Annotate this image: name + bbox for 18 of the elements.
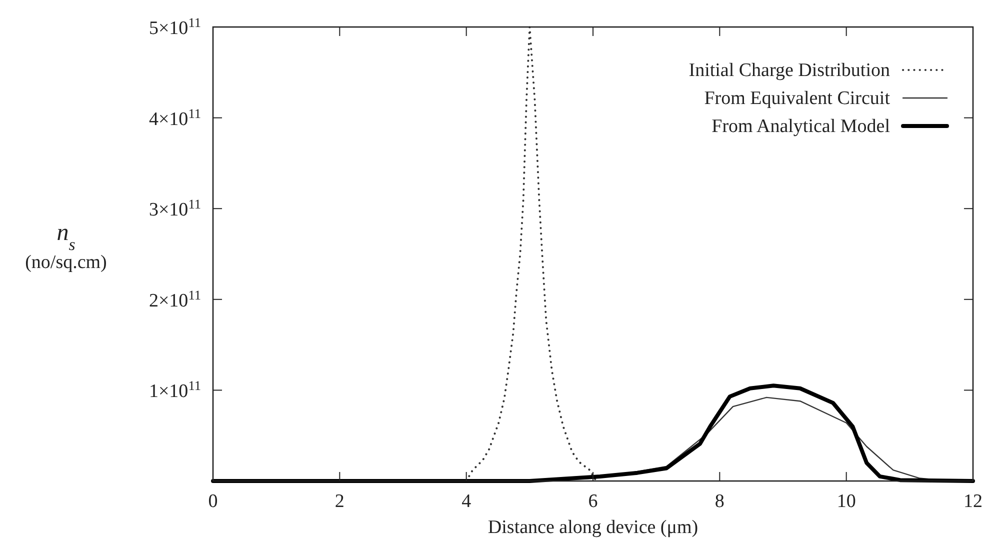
y-tick-label: 3×10$^{11}$ [148,196,201,221]
x-tick-label: 12 [964,491,982,512]
x-tick-label: 4 [462,491,472,512]
y-tick-label: 1×10$^{11}$ [148,378,201,402]
x-tick-label: 10 [836,491,856,512]
legend-label: Initial Charge Distribution [688,60,890,81]
line-series [465,26,598,482]
legend-label: From Analytical Model [712,116,890,137]
y-axis-title: n$_{s}$ (no/sq.cm) [25,220,107,273]
x-tick-label: 8 [714,491,724,512]
legend-label: From Equivalent Circuit [704,88,891,109]
y-tick-label: 4×10$^{11}$ [148,105,201,130]
y-tick-label: 2×10$^{11}$ [148,286,201,312]
y-tick-label: 5×10$^{11}$ [148,14,201,39]
x-tick-label: 6 [588,491,598,512]
x-tick-label: 2 [334,491,344,512]
x-tick-label: 0 [208,491,218,512]
x-axis-title: Distance along device (μm) [488,517,698,538]
